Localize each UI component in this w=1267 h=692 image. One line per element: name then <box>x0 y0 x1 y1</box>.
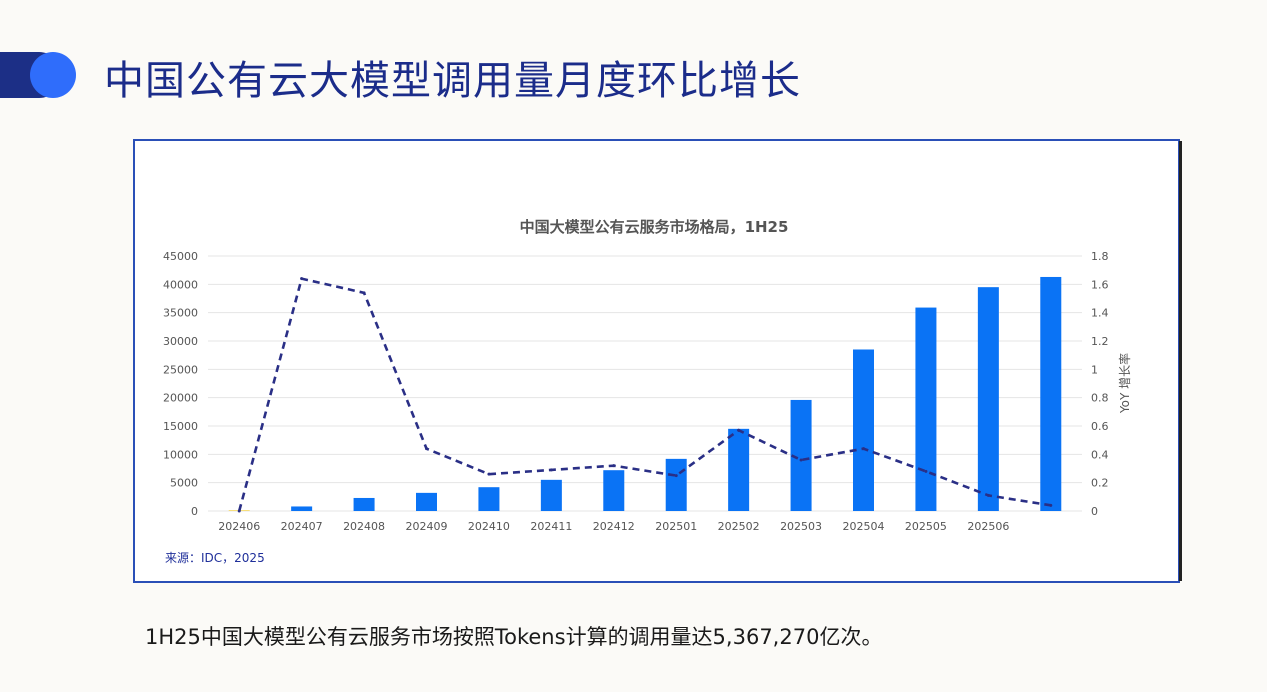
x-tick-label: 202406 <box>218 520 260 533</box>
x-tick-label: 202411 <box>530 520 572 533</box>
bar <box>665 458 687 511</box>
yoy-point <box>799 458 803 462</box>
bar <box>540 479 562 511</box>
x-tick-label: 202409 <box>406 520 448 533</box>
y-right-tick-label: 1.4 <box>1091 307 1109 320</box>
slide-title: 中国公有云大模型调用量月度环比增长 <box>104 58 801 104</box>
y-right-tick-label: 0 <box>1091 505 1098 518</box>
bar <box>790 399 812 511</box>
yoy-point <box>237 509 241 513</box>
bar <box>603 470 625 511</box>
yoy-point <box>549 468 553 472</box>
yoy-point <box>487 472 491 476</box>
y-left-tick-label: 20000 <box>163 392 198 405</box>
source-note: 来源：IDC，2025 <box>165 551 265 565</box>
yoy-point <box>737 428 741 432</box>
bar <box>853 349 874 511</box>
frame-shadow <box>1179 141 1182 581</box>
x-tick-label: 202506 <box>967 520 1009 533</box>
yoy-point <box>862 447 865 451</box>
y-right-tick-label: 0.6 <box>1091 420 1109 433</box>
y-left-tick-label: 10000 <box>163 448 198 461</box>
grid-lines <box>208 255 1082 512</box>
y-right-tick-label: 0.8 <box>1091 392 1109 405</box>
bar <box>478 487 500 511</box>
y-left-tick-label: 15000 <box>163 420 198 433</box>
bar <box>1040 276 1062 511</box>
yoy-point <box>362 291 366 295</box>
yoy-point <box>674 474 678 478</box>
y-left-tick-label: 25000 <box>163 363 198 376</box>
y-left-tick-label: 45000 <box>163 250 198 263</box>
bar <box>977 287 999 511</box>
x-tick-label: 202408 <box>343 520 385 533</box>
x-tick-label: 202501 <box>655 520 697 533</box>
y-left-tick-label: 35000 <box>163 307 198 320</box>
x-tick-label: 202504 <box>843 520 885 533</box>
y-left-tick-label: 0 <box>191 505 198 518</box>
caption: 1H25中国大模型公有云服务市场按照Tokens计算的调用量达5,367,270… <box>145 625 883 649</box>
x-tick-label: 202503 <box>780 520 822 533</box>
bar <box>915 307 937 511</box>
yoy-point <box>986 493 990 497</box>
yoy-point <box>300 277 304 281</box>
bar <box>353 497 375 511</box>
yoy-point <box>425 447 428 451</box>
y-right-tick-label: 1.8 <box>1091 250 1109 263</box>
chart-title: 中国大模型公有云服务市场格局，1H25 <box>520 218 789 236</box>
title-accent-dot <box>30 52 76 98</box>
y-left-tick-label: 40000 <box>163 278 198 291</box>
yoy-point <box>924 469 928 473</box>
y-left-tick-label: 30000 <box>163 335 198 348</box>
bar <box>728 428 750 511</box>
x-tick-label: 202502 <box>718 520 760 533</box>
bar <box>291 506 313 511</box>
yoy-line <box>237 277 1051 512</box>
x-tick-label: 202505 <box>905 520 947 533</box>
y-right-tick-label: 0.4 <box>1091 448 1109 461</box>
yoy-point <box>612 464 616 468</box>
y-right-tick-label: 1.6 <box>1091 278 1109 291</box>
line-series <box>237 277 1053 513</box>
bar <box>416 492 437 511</box>
y-right-tick-label: 1.2 <box>1091 335 1109 348</box>
x-tick-label: 202410 <box>468 520 510 533</box>
bar-series <box>228 276 1062 511</box>
y-right-tick-label: 0.2 <box>1091 477 1109 490</box>
axis-labels: 0 5000 10000 15000 20000 25000 30000 35000 40000… <box>163 250 1109 533</box>
yoy-point <box>1049 503 1053 507</box>
y-right-axis-label: YoY 增长率 <box>1117 353 1132 414</box>
y-right-tick-label: 1 <box>1091 363 1098 376</box>
x-tick-label: 202412 <box>593 520 635 533</box>
x-tick-label: 202407 <box>281 520 323 533</box>
y-left-tick-label: 5000 <box>170 477 198 490</box>
